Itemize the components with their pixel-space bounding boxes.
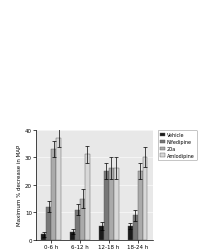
Bar [70,232,75,240]
Bar [108,168,113,240]
Bar [137,171,142,240]
Bar [142,158,147,240]
Bar [75,210,80,240]
Bar [41,234,46,240]
Bar [85,155,89,240]
Bar [132,215,137,240]
Bar [80,199,85,240]
Bar [46,207,51,240]
Bar [51,149,56,240]
Bar [127,226,132,240]
Bar [113,168,118,240]
Y-axis label: Maximum % decrease in MAP: Maximum % decrease in MAP [17,144,22,226]
Bar [56,138,61,240]
Bar [99,226,103,240]
Legend: Vehicle, Nifedipine, 20a, Amlodipine: Vehicle, Nifedipine, 20a, Amlodipine [157,130,196,161]
Bar [103,171,108,240]
